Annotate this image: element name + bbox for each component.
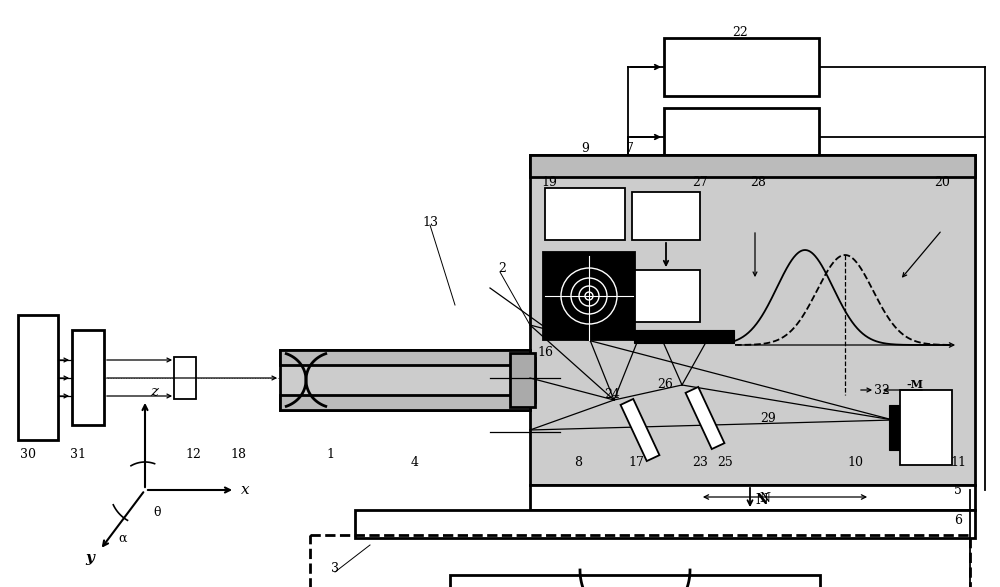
Text: 7: 7 xyxy=(626,141,634,154)
Text: 11: 11 xyxy=(950,456,966,468)
Text: 24: 24 xyxy=(604,389,620,402)
Text: -M: -M xyxy=(906,380,924,390)
Bar xyxy=(450,575,820,587)
Bar xyxy=(18,315,58,440)
Bar xyxy=(520,358,535,402)
Text: 12: 12 xyxy=(185,448,201,461)
Bar xyxy=(900,390,952,465)
Text: 28: 28 xyxy=(750,176,766,188)
Polygon shape xyxy=(621,399,659,461)
Text: 4: 4 xyxy=(411,456,419,468)
Bar xyxy=(72,330,104,425)
Text: 22: 22 xyxy=(732,25,748,39)
Text: θ: θ xyxy=(153,505,161,518)
Text: z: z xyxy=(150,385,158,399)
Text: 20: 20 xyxy=(934,176,950,188)
Text: 8: 8 xyxy=(574,456,582,468)
Text: 18: 18 xyxy=(230,448,246,461)
Bar xyxy=(889,405,899,450)
Text: y: y xyxy=(86,551,94,565)
Text: 10: 10 xyxy=(847,456,863,468)
Polygon shape xyxy=(686,387,724,449)
Text: 23: 23 xyxy=(692,456,708,468)
Bar xyxy=(530,155,975,177)
Bar xyxy=(310,535,970,587)
Bar xyxy=(355,510,975,538)
Bar xyxy=(634,330,734,343)
Bar xyxy=(280,395,530,410)
Bar xyxy=(530,485,975,510)
Text: M: M xyxy=(614,330,626,342)
Bar xyxy=(543,252,635,340)
Text: 6: 6 xyxy=(954,514,962,527)
Text: 26: 26 xyxy=(657,379,673,392)
Text: 2: 2 xyxy=(498,261,506,275)
Text: 29: 29 xyxy=(760,411,776,424)
Text: 3: 3 xyxy=(331,562,339,575)
Text: 31: 31 xyxy=(70,448,86,461)
Text: N: N xyxy=(760,491,770,504)
Text: 32: 32 xyxy=(874,383,890,396)
Text: 25: 25 xyxy=(717,456,733,468)
Bar xyxy=(280,350,530,365)
Text: N: N xyxy=(756,493,768,507)
Bar xyxy=(632,192,700,240)
Bar xyxy=(664,108,819,166)
Text: 16: 16 xyxy=(537,346,553,359)
Text: 30: 30 xyxy=(20,448,36,461)
Text: 9: 9 xyxy=(581,141,589,154)
Bar xyxy=(510,353,535,407)
Text: 17: 17 xyxy=(628,456,644,468)
Bar xyxy=(530,155,975,485)
Text: M: M xyxy=(614,329,626,340)
Text: 5: 5 xyxy=(954,484,962,497)
Text: 27: 27 xyxy=(692,176,708,188)
Bar xyxy=(632,270,700,322)
Text: 19: 19 xyxy=(541,176,557,188)
Text: x: x xyxy=(241,483,249,497)
Text: α: α xyxy=(119,531,127,545)
Bar xyxy=(545,188,625,240)
Bar xyxy=(664,38,819,96)
Text: 13: 13 xyxy=(422,215,438,228)
Text: 1: 1 xyxy=(326,448,334,461)
Bar xyxy=(174,357,196,399)
Bar xyxy=(280,350,530,410)
